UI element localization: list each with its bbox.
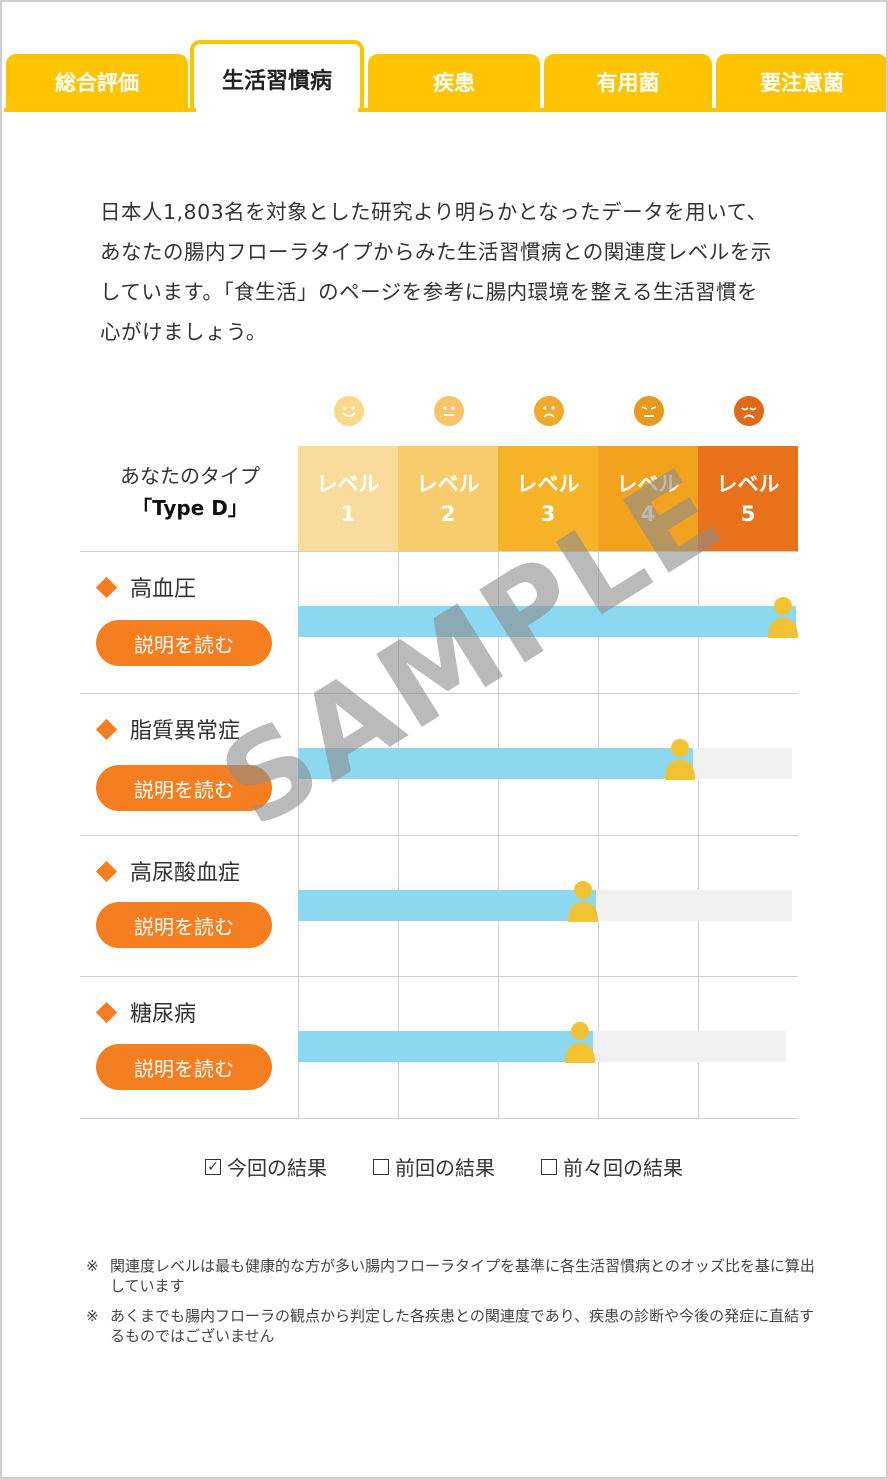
level-header-cell: レベル 5	[698, 446, 798, 552]
disease-label: 脂質異常症	[130, 719, 241, 744]
type-caption: あなたのタイプ	[120, 464, 260, 488]
level-bar	[298, 890, 596, 921]
disease-label: 糖尿病	[130, 1002, 197, 1027]
read-explanation-button[interactable]: 説明を読む	[96, 902, 272, 948]
level-number: 4	[640, 502, 656, 526]
tab-disease[interactable]: 疾患	[368, 54, 540, 110]
person-icon	[663, 738, 697, 780]
diamond-icon	[95, 576, 118, 598]
grid-line	[598, 552, 599, 1118]
legend-previous[interactable]: 前回の結果	[373, 1152, 495, 1181]
level-header-cell: レベル 3	[498, 446, 598, 552]
disease-label: 高血圧	[130, 577, 197, 602]
tab-beneficial-bacteria[interactable]: 有用菌	[544, 54, 712, 110]
face-icon	[434, 396, 464, 426]
level-number: 1	[340, 502, 356, 526]
level-header-cell: レベル 2	[398, 446, 498, 552]
disease-name: 高血圧	[95, 571, 197, 603]
level-label: レベル	[516, 472, 580, 496]
tab-underline	[4, 108, 886, 112]
diamond-icon	[95, 718, 118, 740]
tab-bar: 総合評価 生活習慣病 疾患 有用菌 要注意菌	[4, 40, 886, 112]
disease-label: 高尿酸血症	[130, 861, 241, 886]
legend-current[interactable]: ✓ 今回の結果	[205, 1152, 327, 1181]
level-header-cell: レベル 4	[598, 446, 698, 552]
grid-line	[80, 976, 798, 977]
grid-line	[80, 693, 798, 694]
level-bar	[298, 748, 693, 779]
level-number: 2	[440, 502, 456, 526]
intro-text: 日本人1,803名を対象とした研究より明らかとなったデータを用いて、 あなたの腸…	[100, 200, 772, 344]
disease-name: 糖尿病	[95, 996, 197, 1028]
type-value: 「Type D」	[132, 496, 248, 520]
footnotes: ※ 関連度レベルは最も健康的な方が多い腸内フローラタイプを基準に各生活習慣病との…	[86, 1256, 826, 1356]
grid-line	[80, 1118, 798, 1119]
grid-line	[298, 552, 299, 1118]
person-icon	[563, 1021, 597, 1063]
diamond-icon	[95, 860, 118, 882]
face-icon	[734, 396, 764, 426]
legend: ✓ 今回の結果 前回の結果 前々回の結果	[2, 1152, 886, 1181]
disease-name: 高尿酸血症	[95, 855, 241, 887]
grid-line	[698, 552, 699, 1118]
level-bar	[298, 1031, 593, 1062]
diamond-icon	[95, 1001, 118, 1023]
tab-overall[interactable]: 総合評価	[6, 54, 188, 110]
tab-caution-bacteria[interactable]: 要注意菌	[716, 54, 886, 110]
checkbox-icon[interactable]	[373, 1158, 389, 1175]
level-number: 3	[540, 502, 556, 526]
face-icon	[334, 396, 364, 426]
level-label: レベル	[316, 472, 380, 496]
person-icon	[766, 596, 800, 638]
footnote: ※ あくまでも腸内フローラの観点から判定した各疾患との関連度であり、疾患の診断や…	[86, 1307, 815, 1345]
grid-line	[398, 552, 399, 1118]
level-label: レベル	[616, 472, 680, 496]
footnote: ※ 関連度レベルは最も健康的な方が多い腸内フローラタイプを基準に各生活習慣病との…	[86, 1257, 815, 1295]
grid-line	[80, 835, 798, 836]
level-number: 5	[740, 502, 756, 526]
face-icon	[634, 396, 664, 426]
read-explanation-button[interactable]: 説明を読む	[96, 620, 272, 666]
level-header-cell: レベル 1	[298, 446, 398, 552]
level-label: レベル	[416, 472, 480, 496]
legend-before-previous[interactable]: 前々回の結果	[541, 1152, 683, 1181]
checkbox-checked-icon[interactable]: ✓	[205, 1158, 221, 1175]
level-bar	[298, 606, 796, 637]
face-icon	[534, 396, 564, 426]
level-label: レベル	[716, 472, 780, 496]
read-explanation-button[interactable]: 説明を読む	[96, 1044, 272, 1090]
tab-lifestyle-disease[interactable]: 生活習慣病	[190, 40, 364, 112]
type-header: あなたのタイプ 「Type D」	[82, 460, 298, 524]
read-explanation-button[interactable]: 説明を読む	[96, 765, 272, 811]
checkbox-icon[interactable]	[541, 1158, 557, 1175]
person-icon	[566, 880, 600, 922]
grid-line	[498, 552, 499, 1118]
grid-line	[80, 551, 798, 552]
disease-name: 脂質異常症	[95, 713, 241, 745]
